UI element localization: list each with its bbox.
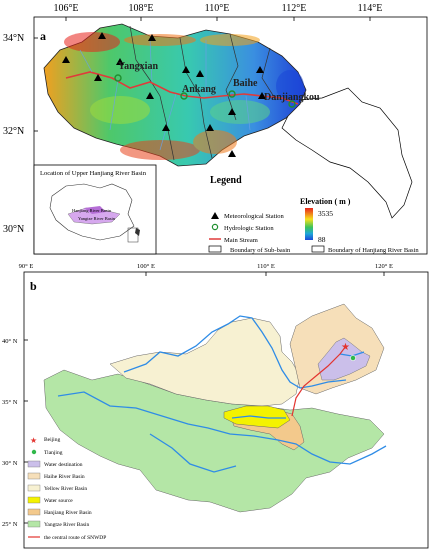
legend-beijing-label: Beijing — [44, 437, 60, 443]
map-frame-b — [23, 271, 429, 549]
legend-tianjing-symbol — [31, 449, 37, 455]
frame-ticks-b — [24, 272, 385, 524]
lat-tick-32: 32°N — [3, 126, 24, 137]
inset-map: Location of Upper Hanjiang River Basin H… — [33, 164, 157, 255]
legend-tianjing-label: Tianjing — [44, 450, 63, 456]
lon-tick-90: 90° E — [19, 263, 34, 270]
inset-label-yangtze: Yangtze River Basin — [78, 216, 116, 221]
hanjiang-basin-boundary — [281, 87, 413, 219]
inset-island — [135, 228, 140, 236]
legend-source-swatch — [27, 496, 41, 504]
panel-b: 90° E 100° E 110° E 120° E 40° N 35° N 3… — [0, 258, 432, 550]
hydrologic-stations — [114, 74, 296, 108]
tributaries — [79, 39, 251, 151]
legend-hydro-symbol — [211, 223, 219, 231]
terrain-shading — [64, 32, 304, 160]
lat-tick-labels: 34°N 32°N 30°N — [3, 33, 24, 235]
meteorological-stations — [62, 32, 266, 157]
panel-b-map: 90° E 100° E 110° E 120° E 40° N 35° N 3… — [2, 263, 429, 549]
legend-a-title: Legend — [210, 175, 242, 186]
lat-tick-40: 40° N — [2, 338, 18, 345]
inset-title: Location of Upper Hanjiang River Basin — [40, 170, 147, 177]
lat-tick-labels-b: 40° N 35° N 30° N 25° N — [2, 338, 18, 528]
legend-yangtze-swatch — [27, 520, 41, 528]
legend-hanjiang-symbol — [311, 245, 325, 253]
rivers — [57, 315, 387, 473]
lon-tick-108: 108°E — [128, 3, 153, 14]
legend-haihe-label: Haihe River Basin — [44, 474, 85, 480]
lon-tick-110: 110° E — [257, 263, 275, 270]
lon-tick-110: 110°E — [205, 3, 230, 14]
elevation-max: 3535 — [318, 209, 333, 218]
legend-yellow-label: Yellow River Basin — [44, 486, 87, 492]
label-yangxian: Yangxian — [118, 61, 158, 72]
inset-hanjiang — [84, 206, 106, 214]
lat-tick-25: 25° N — [2, 521, 18, 528]
lon-tick-100: 100° E — [137, 263, 155, 270]
lat-tick-34: 34°N — [3, 33, 24, 44]
beijing-star: ★ — [341, 342, 350, 353]
yellow-river-basin — [109, 317, 301, 407]
panel-a-map: 106°E 108°E 110°E 112°E 114°E 34°N 32°N … — [3, 3, 428, 255]
legend-beijing-star: ★ — [30, 436, 37, 445]
lon-tick-114: 114°E — [358, 3, 383, 14]
inset-label-hanjiang: Hanjiang River Basin — [72, 208, 112, 213]
legend-dest-label: Water destination — [44, 462, 83, 468]
legend-stream-label: Main Stream — [224, 237, 258, 244]
upper-basin-elevation — [43, 23, 307, 167]
legend-source-label: Water source — [44, 498, 73, 504]
legend-haihe-swatch — [27, 472, 41, 480]
legend-hanjiang-label: Hanjiang River Basin — [44, 510, 92, 516]
label-baihe: Baihe — [233, 78, 258, 89]
legend-met-label: Meteorological Station — [224, 213, 285, 220]
lon-tick-120: 120° E — [375, 263, 393, 270]
water-destination — [317, 337, 371, 381]
legend-hydro-label: Hydrologic Station — [224, 225, 274, 232]
legend-b: ★ Beijing Tianjing Water destination Hai… — [27, 436, 106, 541]
legend-yangtze-label: Yangtze River Basin — [44, 522, 90, 528]
tianjing-marker — [350, 355, 356, 361]
elevation-title: Elevation ( m ) — [300, 197, 351, 206]
place-labels: Yangxian Ankang Baihe Danjiangkou — [118, 61, 320, 103]
elevation-min: 88 — [318, 235, 326, 244]
elevation-colorbar — [305, 208, 313, 240]
legend-route-label: the central route of SNWDP — [44, 534, 106, 541]
legend-dest-swatch — [27, 460, 41, 468]
lat-tick-30: 30° N — [2, 460, 18, 467]
label-ankang: Ankang — [182, 84, 216, 95]
map-frame — [33, 16, 428, 255]
legend-subbasin-symbol — [208, 245, 222, 253]
legend-hanjiang-swatch — [27, 508, 41, 516]
central-route-snwdp — [291, 345, 347, 417]
panel-a-label: a — [40, 29, 46, 43]
panel-b-label: b — [30, 279, 37, 293]
sub-basin-boundaries — [129, 25, 277, 161]
lon-tick-labels-b: 90° E 100° E 110° E 120° E — [19, 263, 393, 270]
lat-tick-35: 35° N — [2, 399, 18, 406]
legend-subbasin-label: Boundary of Sub-basin — [230, 247, 291, 254]
lon-tick-labels: 106°E 108°E 110°E 112°E 114°E — [53, 3, 382, 14]
inset-south-sea-box — [127, 227, 139, 243]
lat-tick-30: 30°N — [3, 224, 24, 235]
lon-tick-106: 106°E — [53, 3, 78, 14]
label-danjiangkou: Danjiangkou — [264, 92, 320, 103]
panel-a: 106°E 108°E 110°E 112°E 114°E 34°N 32°N … — [0, 0, 432, 255]
legend-met-symbol — [211, 212, 219, 219]
legend-a: Legend Meteorological Station Hydrologic… — [208, 175, 419, 254]
legend-hanjiang-label: Boundary of Hanjiang River Basin — [328, 247, 419, 254]
lon-tick-112: 112°E — [282, 3, 307, 14]
legend-yellow-swatch — [27, 484, 41, 492]
